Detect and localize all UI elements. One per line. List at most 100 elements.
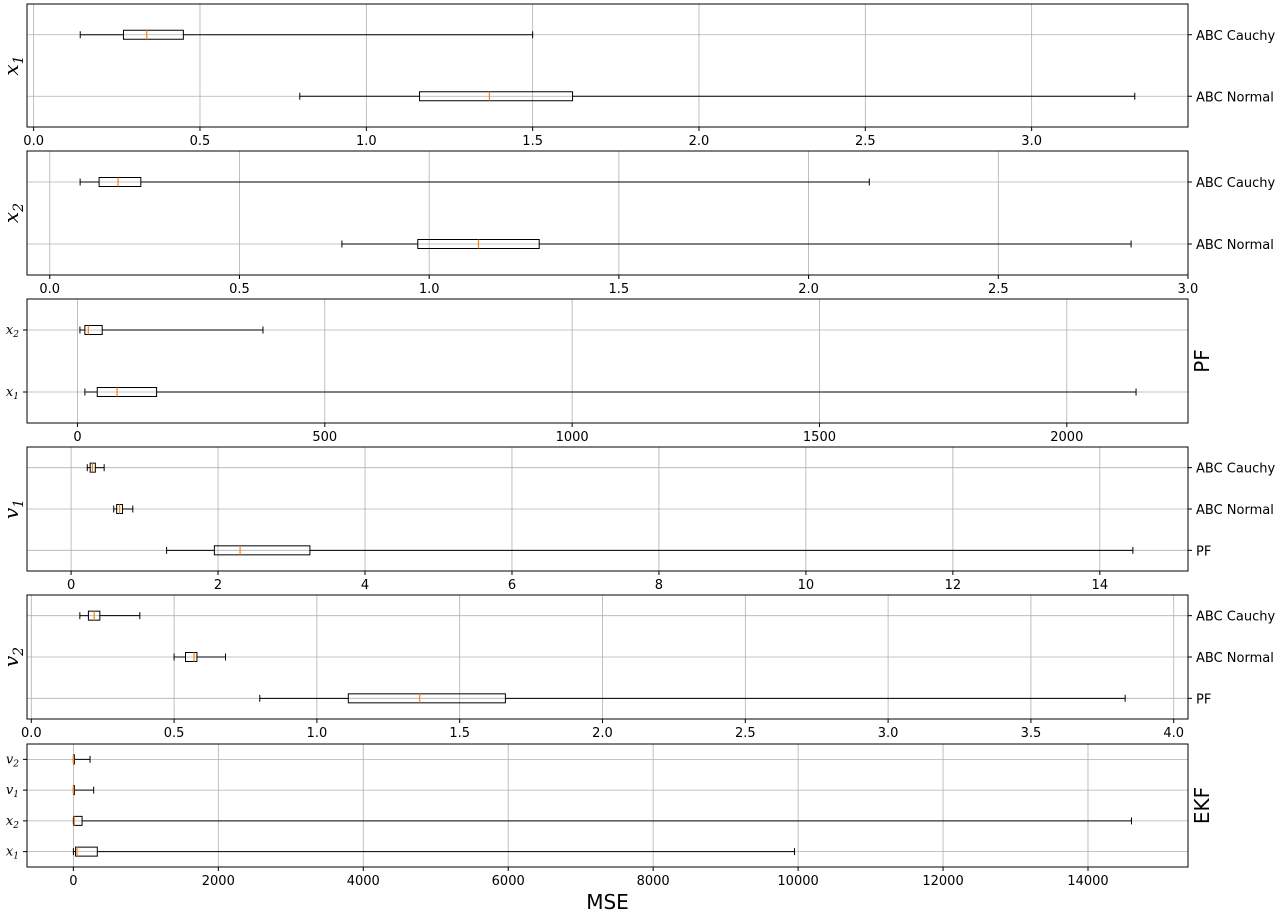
x-tick-label: 0 <box>69 874 77 889</box>
box-x1 <box>84 387 1137 397</box>
x-tick-label: 0.5 <box>190 134 211 149</box>
category-label: ABC Cauchy <box>1196 610 1275 625</box>
x-tick-label: 12 <box>945 578 962 593</box>
box-abc-normal <box>113 504 134 514</box>
box-abc-cauchy <box>86 462 105 473</box>
iqr-box <box>98 177 142 187</box>
x-tick-label: 0.5 <box>164 726 185 741</box>
box-v2 <box>72 754 91 765</box>
category-label: v2 <box>6 752 19 769</box>
x-tick-label: 4.0 <box>1163 726 1184 741</box>
x-tick-label: 2 <box>214 578 222 593</box>
panel-1: 0.0 0.5 1.0 1.5 2.0 2.5 3.0 ABC Normal ABC Cauch… <box>0 3 1275 149</box>
iqr-box <box>96 387 158 397</box>
category-label: x1 <box>6 385 19 402</box>
category-label: ABC Normal <box>1196 651 1274 666</box>
x-tick-label: 2.5 <box>855 134 876 149</box>
iqr-box <box>185 652 198 662</box>
iqr-box <box>419 91 574 102</box>
category-label: ABC Normal <box>1196 238 1274 253</box>
x-tick-label: 1000 <box>556 430 589 445</box>
x-tick-label: 2.0 <box>592 726 613 741</box>
x-tick-label: 14000 <box>1067 874 1108 889</box>
box-abc-normal <box>341 239 1132 249</box>
x-tick-label: 500 <box>312 430 337 445</box>
x-tick-label: 14 <box>1092 578 1109 593</box>
axes-frame <box>26 150 1189 276</box>
box-abc-cauchy <box>79 177 870 187</box>
box-abc-cauchy <box>79 610 141 621</box>
panel-ylabel: PF <box>1190 349 1214 373</box>
panel-3: 0 500 1000 1500 2000 x1 x2 PF <box>6 298 1214 445</box>
axes-frame <box>26 298 1189 424</box>
panel-ylabel: v1 <box>0 499 27 519</box>
panel-ylabel: v2 <box>0 647 27 667</box>
panel-4: 0 2 4 6 8 10 12 14 PF ABC Normal ABC Cauchy v1 <box>0 446 1275 593</box>
x-tick-label: 0.0 <box>39 282 60 297</box>
x-tick-label: 3.5 <box>1021 726 1042 741</box>
x-tick-label: 6 <box>508 578 516 593</box>
category-label: PF <box>1196 544 1211 559</box>
iqr-box <box>213 545 311 556</box>
x-tick-label: 6000 <box>492 874 525 889</box>
x-tick-label: 3.0 <box>878 726 899 741</box>
x-tick-label: 4000 <box>347 874 380 889</box>
box-pf <box>259 693 1126 704</box>
box-x2 <box>79 325 264 335</box>
x-tick-label: 1.0 <box>307 726 328 741</box>
category-label: x2 <box>6 323 19 340</box>
x-tick-label: 1500 <box>803 430 836 445</box>
x-tick-label: 1.0 <box>419 282 440 297</box>
x-tick-label: 12000 <box>922 874 963 889</box>
panel-6: 0 2000 4000 6000 8000 10000 12000 14000 x1 x2 v1 v2… <box>6 743 1214 912</box>
x-tick-label: 8 <box>655 578 663 593</box>
x-tick-label: 2000 <box>1050 430 1083 445</box>
panel-ylabel: x2 <box>0 203 27 223</box>
x-tick-label: 2.5 <box>988 282 1009 297</box>
category-label: ABC Cauchy <box>1196 462 1275 477</box>
category-label: v1 <box>6 783 19 800</box>
x-tick-label: 1.5 <box>522 134 543 149</box>
iqr-box <box>75 846 98 857</box>
category-label: x2 <box>6 814 19 831</box>
box-x1 <box>72 846 795 857</box>
iqr-box <box>347 693 506 704</box>
x-tick-label: 0.0 <box>23 134 44 149</box>
panel-ylabel: EKF <box>1190 787 1214 824</box>
panel-ylabel: x1 <box>0 55 27 75</box>
box-pf <box>166 545 1134 556</box>
category-label: ABC Normal <box>1196 90 1274 105</box>
box-abc-normal <box>299 91 1136 102</box>
x-tick-label: 1.5 <box>449 726 470 741</box>
iqr-box <box>84 325 103 335</box>
box-v1 <box>72 785 95 796</box>
x-tick-label: 4 <box>361 578 369 593</box>
x-tick-label: 0 <box>73 430 81 445</box>
category-label: PF <box>1196 692 1211 707</box>
x-tick-label: 10 <box>798 578 815 593</box>
x-tick-label: 0.5 <box>229 282 250 297</box>
x-tick-label: 10000 <box>777 874 818 889</box>
x-tick-label: 3.0 <box>1021 134 1042 149</box>
x-tick-label: 2.5 <box>735 726 756 741</box>
x-axis-label: MSE <box>586 890 629 912</box>
axes-frame <box>26 743 1189 868</box>
x-tick-label: 8000 <box>637 874 670 889</box>
x-tick-label: 1.5 <box>609 282 630 297</box>
box-x2 <box>72 815 1132 826</box>
category-label: ABC Cauchy <box>1196 176 1275 191</box>
iqr-box <box>122 29 184 40</box>
x-tick-label: 0 <box>67 578 75 593</box>
box-abc-cauchy <box>79 29 534 40</box>
panel-5: 0.0 0.5 1.0 1.5 2.0 2.5 3.0 3.5 4.0 PF ABC Normal A… <box>0 594 1275 741</box>
category-label: x1 <box>6 845 19 862</box>
x-tick-label: 2.0 <box>689 134 710 149</box>
panel-2: 0.0 0.5 1.0 1.5 2.0 2.5 3.0 ABC Normal ABC Cauch… <box>0 150 1275 297</box>
category-label: ABC Normal <box>1196 503 1274 518</box>
x-tick-label: 2.0 <box>798 282 819 297</box>
x-tick-label: 3.0 <box>1178 282 1199 297</box>
category-label: ABC Cauchy <box>1196 29 1275 44</box>
x-tick-label: 2000 <box>202 874 235 889</box>
axes-frame <box>26 3 1189 128</box>
